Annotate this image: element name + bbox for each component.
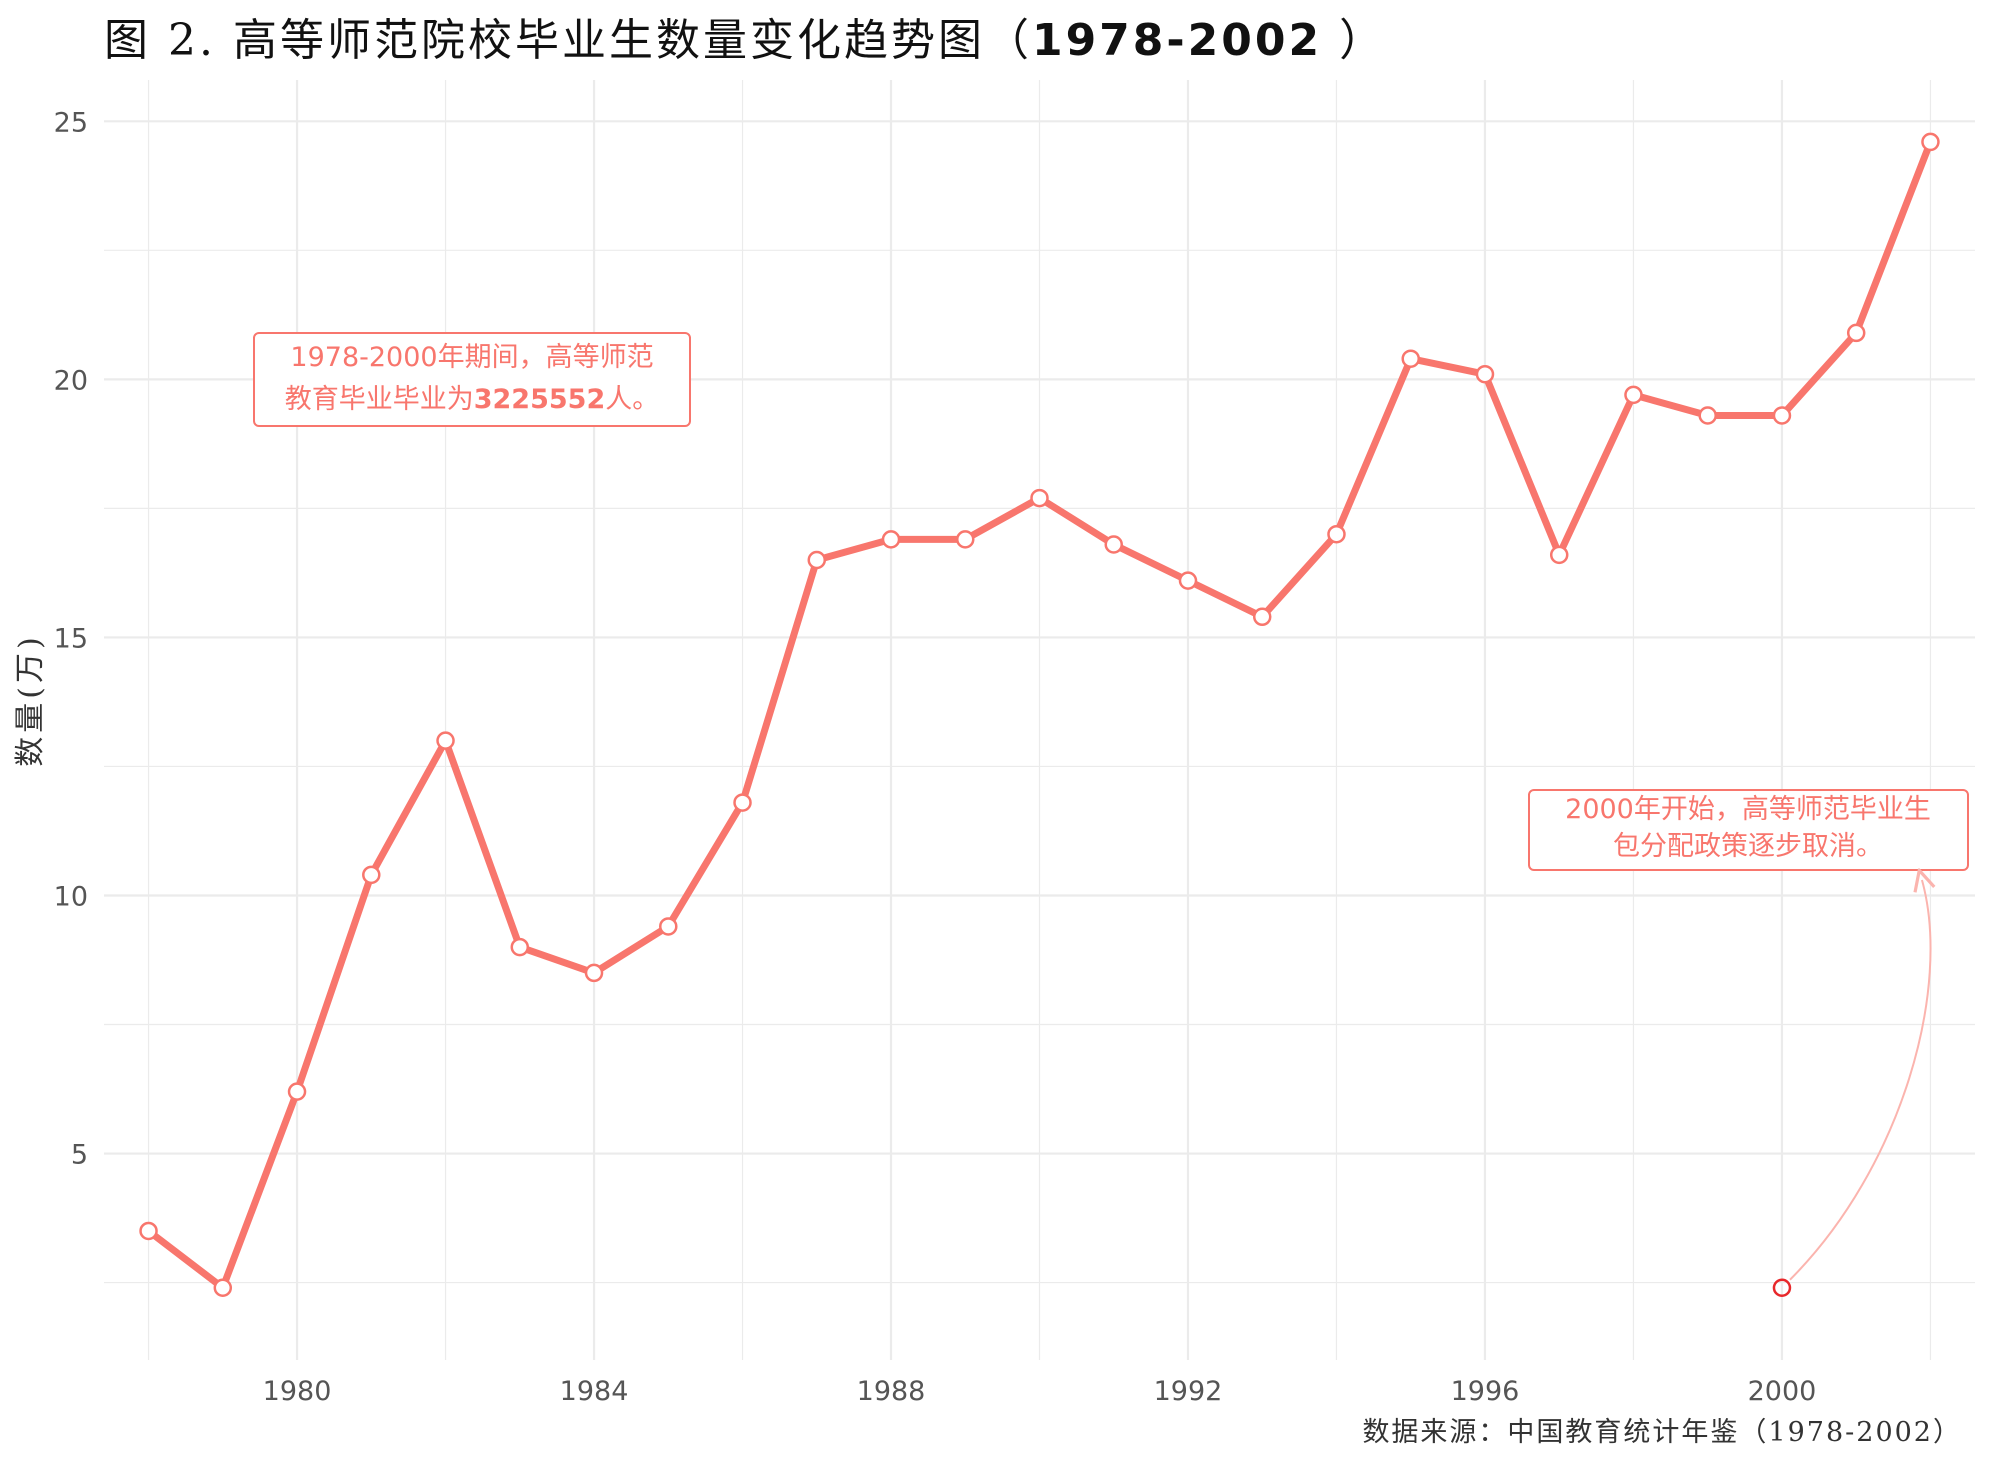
data-point [510, 937, 530, 957]
data-point [213, 1278, 233, 1297]
data-point [1921, 132, 1940, 152]
source-note: 数据来源：中国教育统计年鉴（1978-2002） [1362, 1417, 1962, 1448]
annotation-total-line1: 1978-2000年期间，高等师范 [290, 342, 653, 373]
data-point [1252, 607, 1272, 627]
y-tick-label: 15 [54, 623, 88, 654]
data-point [1030, 488, 1049, 508]
annotation-total-unit: 人。 [605, 384, 659, 415]
data-point [956, 530, 975, 549]
annotation-total-text: 教育毕业毕业为 [285, 384, 474, 415]
x-tick-label: 1984 [560, 1376, 629, 1407]
annotation-arrow [1789, 880, 1931, 1281]
annotation-policy-line1: 2000年开始，高等师范毕业生 [1565, 794, 1931, 825]
data-point [1327, 524, 1346, 544]
x-tick-label: 1988 [857, 1376, 926, 1407]
y-tick-label: 25 [54, 107, 88, 138]
data-point [733, 793, 752, 812]
data-point [584, 963, 604, 983]
x-tick-label: 1996 [1451, 1376, 1520, 1407]
data-point [881, 530, 901, 549]
y-tick-label: 20 [54, 365, 88, 396]
x-tick-label: 2000 [1748, 1376, 1817, 1407]
axis-tick-labels: 1980 1984 1988 1992 1996 2000 5 10 15 20 25 [54, 107, 1817, 1407]
y-tick-label: 10 [54, 881, 88, 912]
annotation-total-number: 3225552 [474, 384, 606, 415]
annotation-total-line2: 教育毕业毕业为3225552人。 [285, 384, 660, 415]
x-tick-label: 1992 [1154, 1376, 1223, 1407]
data-point [659, 917, 678, 936]
chart-title-suffix: ） [1322, 15, 1387, 66]
data-point [362, 865, 381, 885]
annotation-box-total: 1978-2000年期间，高等师范 教育毕业毕业为3225552人。 [253, 332, 691, 427]
annotation-policy-line2: 包分配政策逐步取消。 [1613, 831, 1883, 862]
grid-lines [104, 80, 1975, 1360]
chart-title-prefix: 图 2. 高等师范院校毕业生数量变化趋势图（ [104, 15, 1032, 66]
data-point [1549, 545, 1569, 565]
chart-title-range: 1978-2002 [1031, 15, 1323, 66]
y-axis-label: 数量(万) [13, 633, 48, 766]
data-point [1624, 385, 1643, 405]
data-point [1846, 323, 1866, 343]
data-point [436, 731, 455, 750]
highlight-point [1772, 1278, 1792, 1297]
data-point [1698, 406, 1717, 425]
data-point [1104, 535, 1123, 554]
data-point [1401, 349, 1420, 368]
annotation-box-policy: 2000年开始，高等师范毕业生 包分配政策逐步取消。 [1528, 789, 1969, 871]
y-tick-label: 5 [71, 1140, 88, 1171]
chart-title: 图 2. 高等师范院校毕业生数量变化趋势图（1978-2002 ） [104, 4, 1386, 68]
data-point [807, 550, 827, 570]
x-tick-label: 1980 [263, 1376, 332, 1407]
data-point [1178, 571, 1198, 590]
data-point [139, 1221, 158, 1241]
data-point [1475, 364, 1495, 384]
data-point [287, 1082, 307, 1101]
data-points [139, 132, 1940, 1297]
data-point [1772, 406, 1792, 425]
